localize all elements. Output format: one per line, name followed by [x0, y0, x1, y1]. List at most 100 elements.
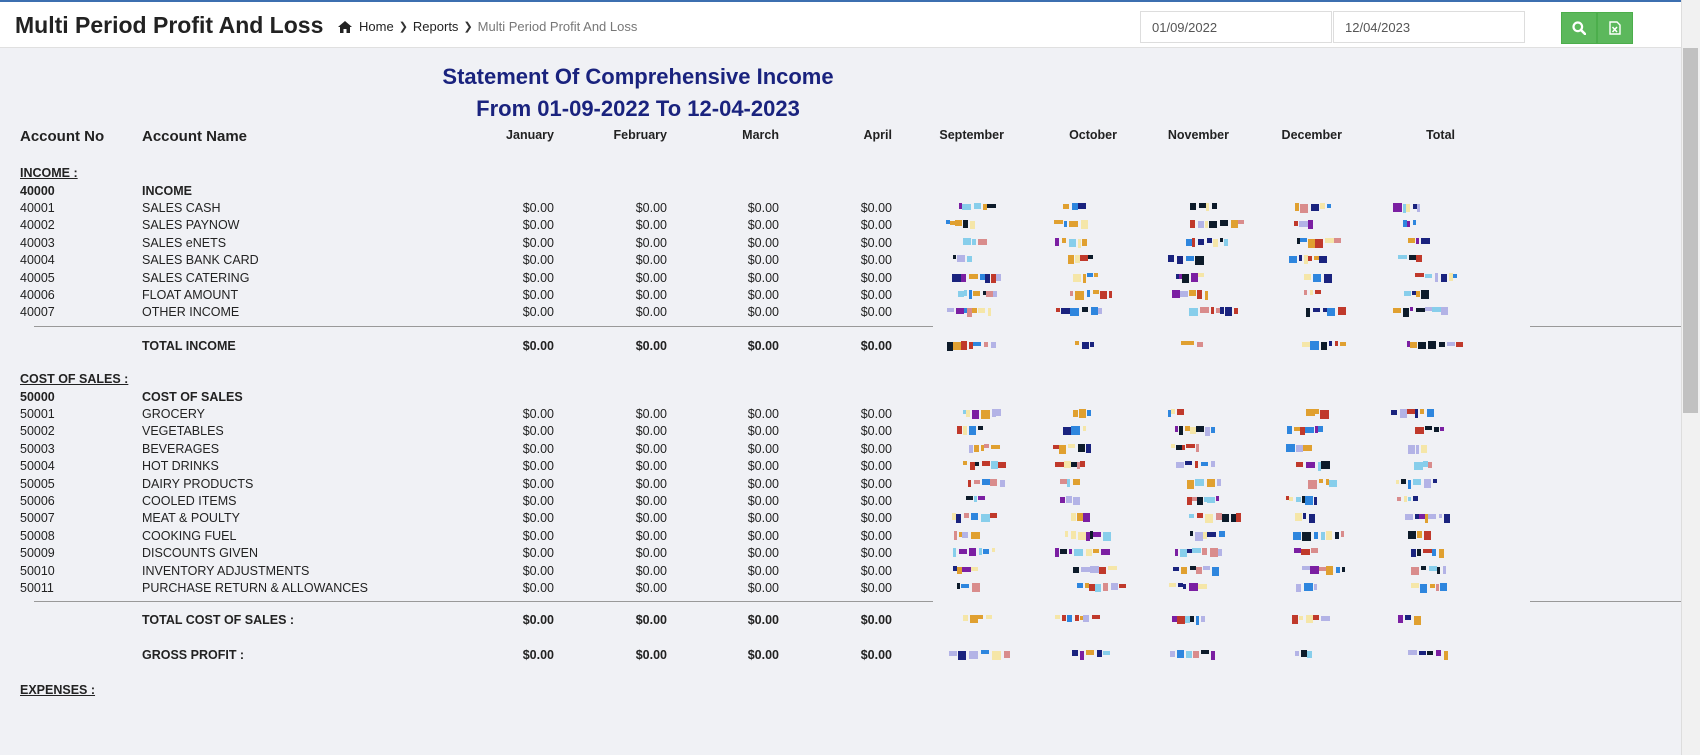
- redacted-value: [1211, 307, 1214, 315]
- redacted-value: [1314, 583, 1317, 590]
- redacted-value: [1077, 582, 1083, 588]
- redacted-value: [1211, 427, 1215, 434]
- redacted-value: [971, 566, 978, 571]
- redacted-value: [1169, 582, 1176, 587]
- amount-cell: $0.00: [860, 476, 892, 491]
- redacted-value: [1173, 566, 1179, 571]
- redacted-value: [1415, 514, 1419, 520]
- scrollbar-thumb[interactable]: [1683, 48, 1698, 413]
- redacted-value: [1314, 256, 1319, 261]
- redacted-value: [1201, 616, 1205, 623]
- redacted-value: [1296, 462, 1303, 468]
- amount-cell: $0.00: [860, 424, 892, 439]
- redacted-value: [1397, 496, 1401, 501]
- breadcrumb-reports[interactable]: Reports: [412, 19, 459, 34]
- amount-cell: $0.00: [747, 441, 779, 456]
- redacted-value: [1314, 531, 1318, 539]
- search-button[interactable]: [1561, 12, 1597, 44]
- redacted-value: [1425, 307, 1432, 312]
- redacted-value: [1207, 478, 1215, 487]
- date-from-input[interactable]: [1140, 11, 1332, 43]
- redacted-value: [1400, 408, 1407, 418]
- redacted-value: [969, 444, 973, 453]
- redacted-value: [956, 308, 964, 315]
- redacted-value: [1063, 203, 1069, 209]
- redacted-value: [1071, 462, 1077, 468]
- redacted-value: [1182, 444, 1185, 450]
- redacted-value: [957, 582, 960, 589]
- account-no: 40004: [20, 253, 55, 268]
- redacted-value: [974, 479, 980, 484]
- redacted-value: [963, 409, 966, 414]
- redacted-value: [1073, 496, 1080, 505]
- total-income-label: TOTAL INCOME: [142, 338, 236, 353]
- redacted-value: [1189, 308, 1198, 317]
- redacted-value: [1425, 273, 1432, 278]
- redacted-value: [1170, 651, 1175, 658]
- redacted-value: [1059, 444, 1066, 454]
- redacted-value: [1089, 583, 1095, 591]
- redacted-value: [1087, 289, 1090, 297]
- redacted-value: [1073, 566, 1079, 573]
- redacted-value: [1300, 427, 1305, 436]
- redacted-value: [969, 548, 976, 557]
- amount-cell: $0.00: [635, 406, 667, 421]
- amount-cell: $0.00: [635, 580, 667, 595]
- amount-cell: $0.00: [522, 424, 554, 439]
- redacted-value: [1405, 514, 1413, 521]
- redacted-value: [1406, 203, 1410, 212]
- redacted-value: [1103, 582, 1108, 591]
- redacted-value: [1087, 272, 1093, 277]
- redacted-value: [1201, 650, 1209, 655]
- redacted-value: [1414, 650, 1417, 656]
- redacted-value: [1078, 202, 1086, 209]
- redacted-value: [1212, 202, 1217, 209]
- amount-cell: $0.00: [635, 563, 667, 578]
- redacted-value: [1065, 530, 1068, 537]
- breadcrumb-home[interactable]: Home: [359, 19, 394, 34]
- divider: [34, 601, 933, 603]
- redacted-value: [1111, 582, 1118, 590]
- redacted-value: [990, 513, 997, 519]
- redacted-value: [969, 426, 976, 436]
- redacted-value: [1326, 478, 1329, 485]
- redacted-value: [1416, 237, 1419, 244]
- redacted-value: [969, 341, 973, 349]
- redacted-value: [1197, 513, 1203, 519]
- redacted-value: [1206, 202, 1209, 211]
- redacted-value: [1307, 651, 1312, 659]
- redacted-value: [1318, 426, 1323, 433]
- redacted-value: [986, 615, 992, 620]
- amount-cell: $0.00: [522, 235, 554, 250]
- redacted-value: [1308, 256, 1312, 262]
- export-excel-button[interactable]: [1597, 12, 1633, 44]
- redacted-value: [983, 203, 987, 210]
- redacted-value: [978, 238, 987, 245]
- account-no: 50003: [20, 441, 55, 456]
- redacted-value: [1178, 582, 1183, 587]
- date-to-input[interactable]: [1333, 11, 1525, 43]
- breadcrumb-current: Multi Period Profit And Loss: [477, 19, 638, 34]
- redacted-value: [969, 273, 978, 279]
- redacted-value: [1079, 408, 1086, 418]
- redacted-value: [1099, 566, 1106, 574]
- redacted-value: [1437, 566, 1440, 574]
- amount-cell: $0.00: [747, 493, 779, 508]
- redacted-value: [970, 221, 975, 230]
- redacted-value: [947, 341, 953, 351]
- redacted-value: [1074, 549, 1083, 557]
- redacted-value: [1416, 290, 1420, 297]
- amount-cell: $0.00: [635, 441, 667, 456]
- redacted-value: [1299, 616, 1303, 621]
- amount-cell: $0.00: [522, 493, 554, 508]
- amount-cell: $0.00: [522, 580, 554, 595]
- redacted-value: [1054, 220, 1063, 225]
- redacted-value: [1055, 462, 1064, 468]
- redacted-value: [1306, 462, 1315, 469]
- redacted-value: [1176, 273, 1179, 279]
- redacted-value: [1398, 255, 1407, 260]
- redacted-value: [984, 341, 988, 347]
- top-accent-line: [0, 0, 1700, 2]
- redacted-value: [1287, 426, 1292, 435]
- redacted-value: [1108, 565, 1117, 570]
